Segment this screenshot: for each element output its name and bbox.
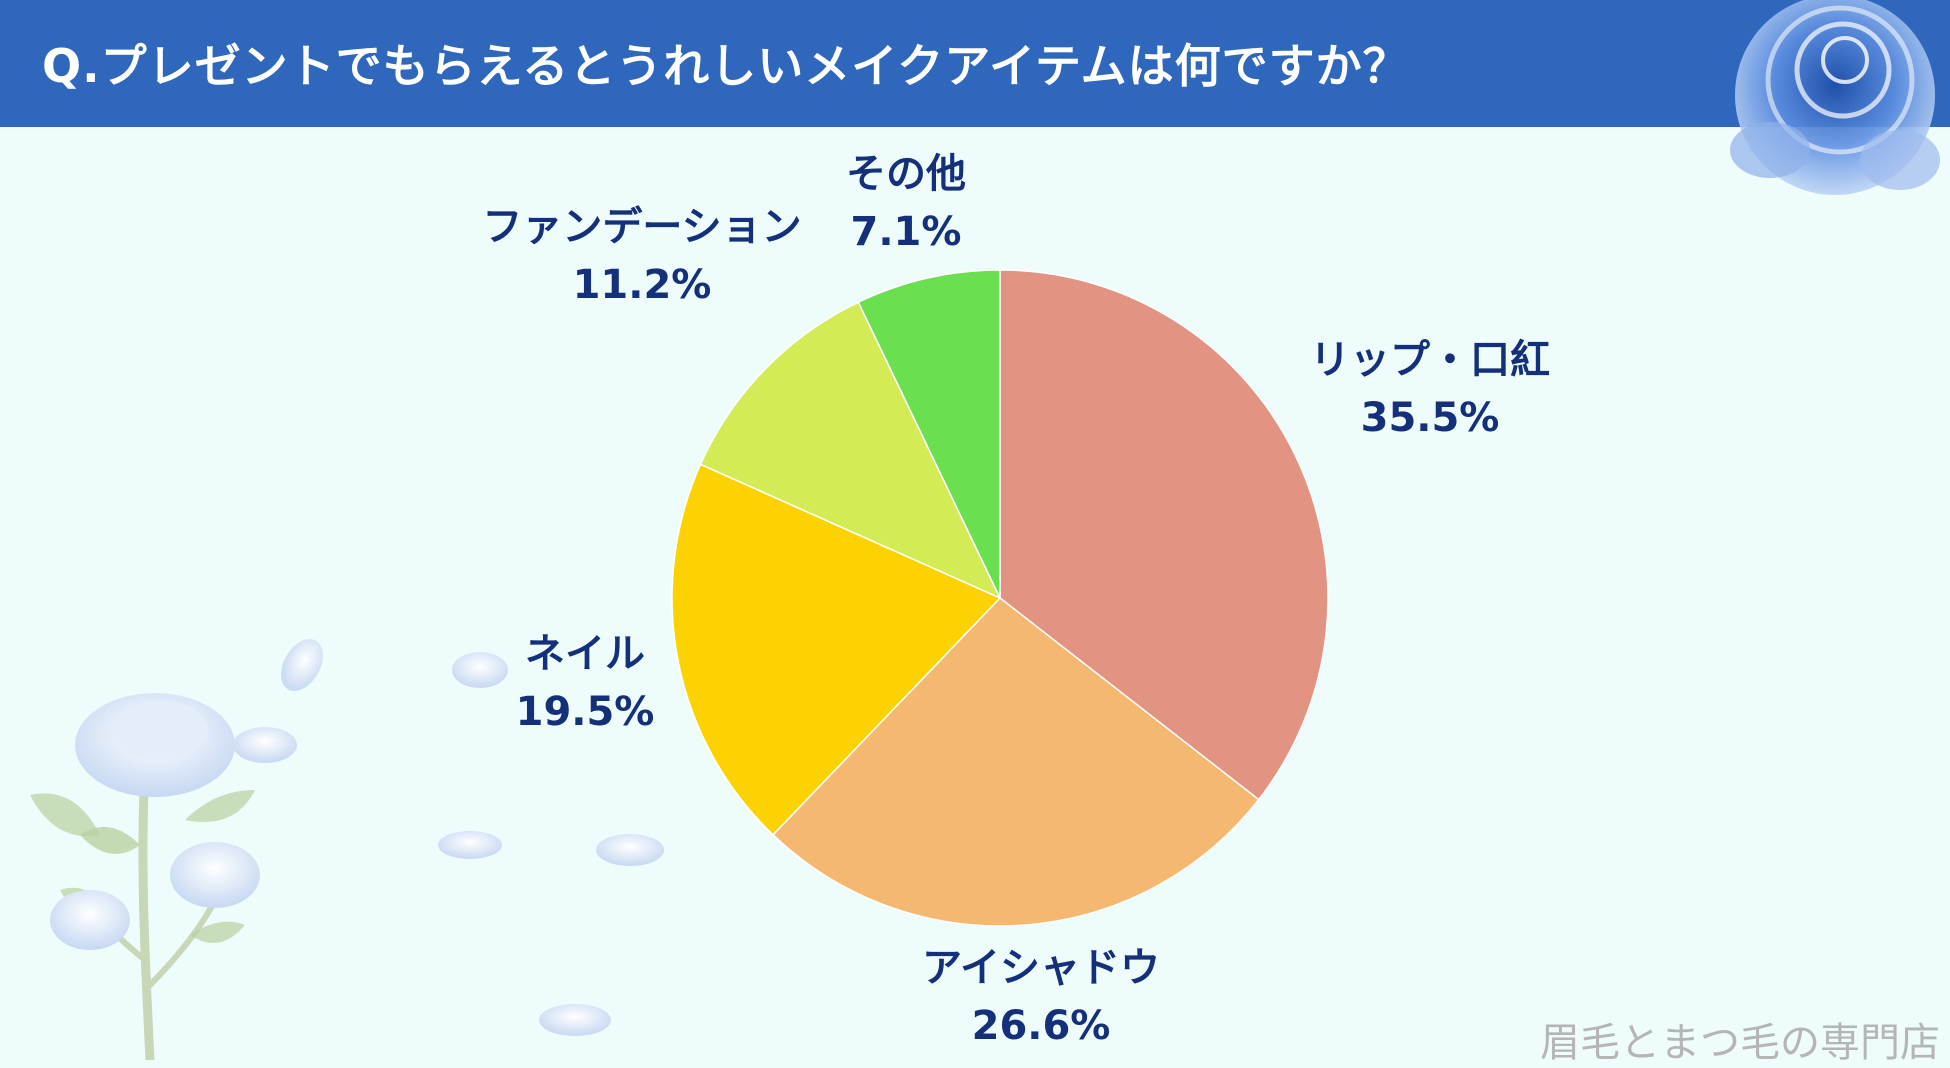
pie-slice-lip (999, 269, 1329, 801)
slice-label-lip-name: リップ・口紅 (1310, 337, 1550, 383)
slice-label-nail-value: 19.5% (515, 689, 655, 735)
slice-label-eyeshadow: アイシャドウ 26.6% (922, 939, 1160, 1055)
slice-label-foundation: ファンデーション 11.2% (482, 198, 801, 314)
slice-label-nail: ネイル 19.5% (516, 625, 655, 741)
slice-label-other-value: 7.1% (850, 209, 962, 255)
slice-label-lip: リップ・口紅 35.5% (1310, 331, 1550, 447)
title-banner: Q.プレゼントでもらえるとうれしいメイクアイテムは何ですか？ (0, 0, 1950, 127)
slice-label-foundation-value: 11.2% (572, 262, 712, 308)
pie-slice-eyeshadow (771, 596, 1260, 927)
slice-label-lip-value: 35.5% (1360, 395, 1500, 441)
rose-decoration-bottom-left (30, 693, 260, 1061)
slice-label-nail-name: ネイル (525, 631, 645, 677)
slice-label-eyeshadow-value: 26.6% (971, 1003, 1111, 1049)
pie-slice-foundation (699, 301, 1002, 600)
watermark-text: 眉毛とまつ毛の専門店 (1540, 1020, 1940, 1066)
slice-label-eyeshadow-name: アイシャドウ (922, 945, 1160, 991)
slice-label-foundation-name: ファンデーション (482, 204, 802, 250)
question-title: Q.プレゼントでもらえるとうれしいメイクアイテムは何ですか？ (42, 39, 1410, 93)
slice-label-other: その他 7.1% (846, 145, 966, 261)
pie-slice-other (857, 269, 1001, 599)
petal-decorations (233, 639, 664, 1036)
slice-label-other-name: その他 (846, 151, 966, 197)
pie-chart (671, 269, 1329, 927)
rose-decoration-top-right (1730, 0, 1940, 195)
pie-slice-nail (671, 463, 1002, 836)
